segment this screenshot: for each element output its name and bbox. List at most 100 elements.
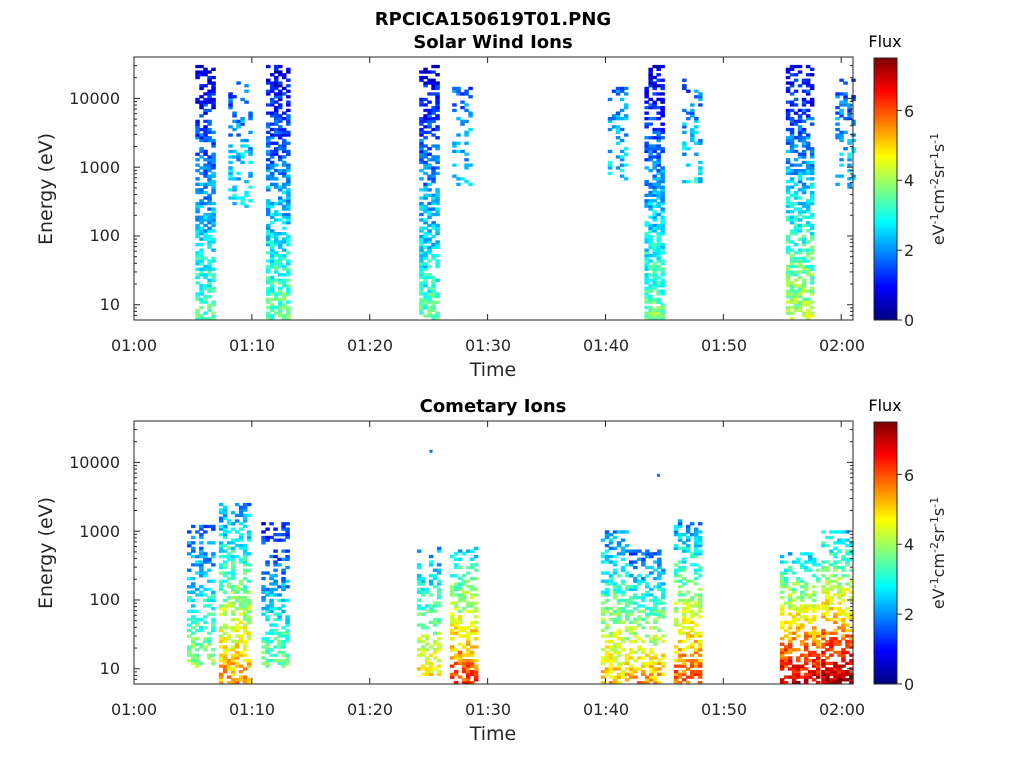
spectrogram-cell xyxy=(612,587,618,592)
spectrogram-cell xyxy=(808,631,813,635)
spectrogram-cell xyxy=(457,642,463,646)
spectrogram-cell xyxy=(611,117,617,121)
spectrogram-cell xyxy=(673,607,679,611)
spectrogram-cell xyxy=(286,292,291,296)
spectrogram-cell xyxy=(273,560,278,564)
spectrogram-cell xyxy=(242,678,248,682)
spectrogram-cell xyxy=(453,557,459,561)
spectrogram-cell xyxy=(652,273,657,277)
spectrogram-cell xyxy=(656,245,661,249)
spectrogram-cell xyxy=(199,138,204,143)
spectrogram-cell xyxy=(804,645,809,649)
spectrogram-cell xyxy=(228,100,233,104)
spectrogram-cell xyxy=(649,637,654,641)
spectrogram-cell xyxy=(242,631,248,635)
spectrogram-cell xyxy=(435,100,440,104)
spectrogram-cell xyxy=(195,70,200,74)
spectrogram-cell xyxy=(789,221,795,225)
spectrogram-cell xyxy=(779,664,785,668)
spectrogram-cell xyxy=(203,169,208,173)
spectrogram-cell xyxy=(261,596,266,600)
spectrogram-cell xyxy=(821,637,826,641)
spectrogram-cell xyxy=(791,678,797,682)
spectrogram-cell xyxy=(436,546,442,550)
spectrogram-cell xyxy=(461,659,467,663)
spectrogram-cell xyxy=(456,177,461,181)
spectrogram-cell xyxy=(644,262,649,266)
spectrogram-cell xyxy=(191,609,196,613)
spectrogram-cell xyxy=(608,533,614,537)
spectrogram-cell xyxy=(805,185,811,189)
spectrogram-cell xyxy=(624,574,630,578)
spectrogram-cell xyxy=(604,650,610,655)
spectrogram-cell xyxy=(656,106,661,110)
spectrogram-cell xyxy=(648,169,653,173)
spectrogram-cell xyxy=(211,190,216,195)
spectrogram-cell xyxy=(203,637,208,641)
solar-wind-axis-ticks xyxy=(133,56,853,321)
spectrogram-cell xyxy=(785,169,791,173)
spectrogram-cell xyxy=(242,571,248,575)
spectrogram-cell xyxy=(452,144,457,148)
spectrogram-cell xyxy=(608,554,614,559)
spectrogram-cell xyxy=(633,565,638,570)
spectrogram-cell xyxy=(616,645,622,649)
spectrogram-cell xyxy=(785,251,791,255)
spectrogram-cell xyxy=(619,89,625,93)
spectrogram-cell xyxy=(677,659,683,663)
spectrogram-cell xyxy=(207,201,212,206)
spectrogram-cell xyxy=(657,598,662,603)
spectrogram-cell xyxy=(423,226,428,230)
spectrogram-cell xyxy=(677,628,683,633)
spectrogram-cell xyxy=(796,648,801,652)
spectrogram-cell xyxy=(282,254,287,258)
spectrogram-cell xyxy=(195,251,200,255)
spectrogram-cell xyxy=(286,130,291,134)
spectrogram-cell xyxy=(274,240,279,244)
spectrogram-cell xyxy=(797,130,803,134)
spectrogram-cell xyxy=(841,541,846,545)
spectrogram-cell xyxy=(431,169,436,173)
spectrogram-cell xyxy=(648,158,653,162)
spectrogram-cell xyxy=(195,259,200,263)
spectrogram-cell xyxy=(648,308,653,312)
spectrogram-cell xyxy=(203,158,208,162)
spectrogram-cell xyxy=(273,607,278,611)
spectrogram-cell xyxy=(612,560,618,564)
spectrogram-cell xyxy=(779,579,785,583)
spectrogram-cell xyxy=(641,596,646,600)
spectrogram-cell xyxy=(207,130,212,134)
spectrogram-cell xyxy=(847,114,852,118)
spectrogram-cell xyxy=(469,563,475,567)
spectrogram-cell xyxy=(816,642,821,646)
spectrogram-cell xyxy=(270,278,275,282)
spectrogram-cell xyxy=(629,596,634,600)
spectrogram-cell xyxy=(833,675,838,679)
spectrogram-cell xyxy=(656,251,661,255)
spectrogram-cell xyxy=(645,585,650,589)
spectrogram-cell xyxy=(677,585,683,589)
spectrogram-cell xyxy=(207,587,212,592)
spectrogram-cell xyxy=(281,609,286,613)
spectrogram-cell xyxy=(660,122,665,126)
spectrogram-cell xyxy=(615,114,621,118)
spectrogram-cell xyxy=(656,234,661,239)
spectrogram-cell xyxy=(187,645,192,649)
spectrogram-cell xyxy=(230,557,236,561)
spectrogram-cell xyxy=(845,678,850,682)
spectrogram-cell xyxy=(801,130,807,134)
spectrogram-cell xyxy=(431,171,436,176)
spectrogram-cell xyxy=(222,607,228,611)
spectrogram-cell xyxy=(266,136,271,140)
spectrogram-cell xyxy=(211,590,216,594)
spectrogram-cell xyxy=(648,278,653,282)
spectrogram-cell xyxy=(801,278,807,282)
spectrogram-cell xyxy=(427,130,432,134)
spectrogram-cell xyxy=(849,628,854,633)
spectrogram-cell xyxy=(808,568,813,572)
spectrogram-cell xyxy=(419,275,424,280)
spectrogram-cell xyxy=(656,297,661,302)
spectrogram-cell xyxy=(851,78,856,82)
spectrogram-cell xyxy=(652,264,657,269)
spectrogram-cell xyxy=(849,653,854,657)
